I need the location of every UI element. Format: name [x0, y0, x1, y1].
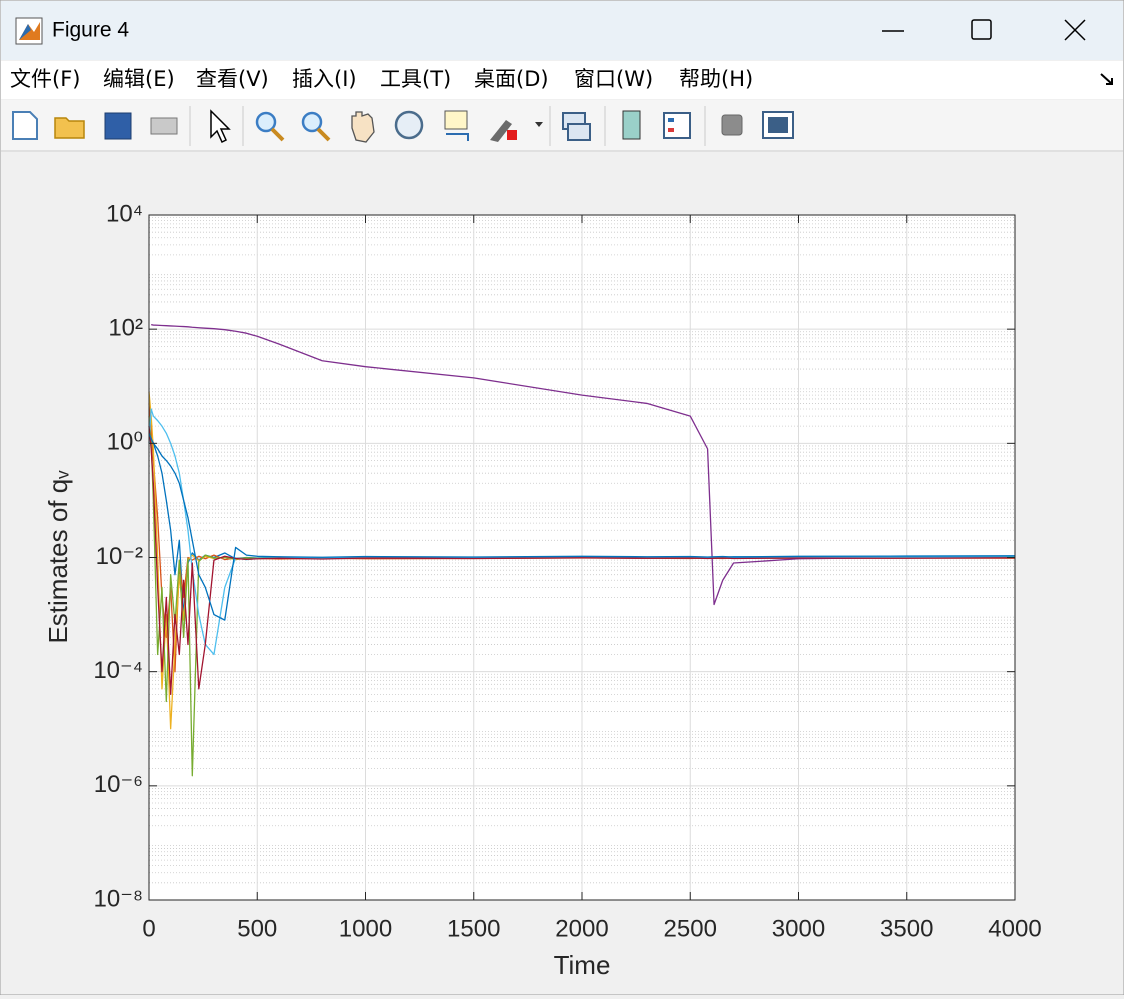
x-tick-label: 2500 — [664, 915, 717, 942]
menu-item[interactable]: 窗口(W) — [574, 67, 653, 91]
hide-tools-button[interactable] — [721, 114, 743, 136]
close-button[interactable] — [1064, 19, 1086, 41]
menu: 文件(F) 编辑(E) 查看(V) 插入(I) 工具(T) 桌面(D) 窗口(W) 帮助(H) — [10, 67, 753, 91]
legend-button[interactable] — [663, 112, 691, 139]
data-line — [148, 426, 1016, 696]
y-axis-label: Estimates of qᵥ — [43, 470, 73, 644]
maximize-button[interactable] — [971, 19, 992, 40]
y-tick-label: 10⁻⁶ — [94, 771, 143, 798]
y-tick-label: 10² — [108, 315, 143, 342]
save-button[interactable] — [104, 112, 132, 140]
data-cursor-button[interactable] — [444, 110, 469, 141]
dock-figure-button[interactable] — [762, 111, 794, 139]
x-tick-label: 1000 — [339, 915, 392, 942]
select-button[interactable] — [210, 109, 231, 144]
open-button[interactable] — [54, 117, 85, 139]
zoom-out-button[interactable] — [301, 111, 331, 142]
x-axis-label: Time — [554, 950, 611, 980]
menu-item[interactable]: 桌面(D) — [474, 67, 549, 91]
y-tick-label: 10⁻⁴ — [93, 657, 143, 684]
x-tick-label: 1500 — [447, 915, 500, 942]
menu-item[interactable]: 编辑(E) — [103, 67, 175, 91]
toolbar-buttons — [12, 106, 794, 146]
menu-item[interactable]: 工具(T) — [380, 67, 451, 91]
ticks: 10⁻⁸ 10⁻⁶ 10⁻⁴ 10⁻² 10⁰ 10² 10⁴ 0 500 1000 1500 200… — [93, 200, 1041, 942]
y-tick-label: 10⁻² — [96, 543, 143, 570]
y-tick-label: 10⁴ — [106, 200, 143, 227]
y-tick-label: 10⁻⁸ — [94, 885, 144, 912]
title-bar — [1, 1, 1123, 60]
rotate-button[interactable] — [394, 110, 424, 140]
menu-item[interactable]: 插入(I) — [292, 67, 357, 91]
pan-button[interactable] — [351, 111, 375, 143]
menu-item[interactable]: 帮助(H) — [679, 67, 753, 91]
data-line — [151, 324, 1016, 606]
zoom-in-button[interactable] — [255, 111, 285, 142]
x-tick-label: 2000 — [555, 915, 608, 942]
x-tick-label: 4000 — [988, 915, 1041, 942]
print-button[interactable] — [150, 117, 178, 135]
menu-item[interactable]: 查看(V) — [196, 67, 269, 91]
app-icon — [15, 17, 43, 45]
window-title: Figure 4 — [52, 19, 129, 42]
plot-lines — [148, 324, 1016, 777]
x-tick-label: 3000 — [772, 915, 825, 942]
grid — [148, 214, 1016, 901]
y-tick-label: 10⁰ — [107, 429, 143, 456]
x-tick-label: 500 — [237, 915, 277, 942]
data-line — [148, 433, 1016, 621]
dock-button[interactable] — [1100, 73, 1113, 85]
dropdown-button[interactable] — [535, 122, 543, 127]
menu-item[interactable]: 文件(F) — [10, 67, 80, 91]
colorbar-button[interactable] — [622, 110, 641, 140]
x-tick-label: 3500 — [880, 915, 933, 942]
menu-bar — [1, 61, 1123, 99]
x-tick-label: 0 — [142, 915, 155, 942]
new-button[interactable] — [12, 111, 38, 140]
link-button[interactable] — [562, 112, 591, 141]
brush-button[interactable] — [490, 120, 517, 142]
